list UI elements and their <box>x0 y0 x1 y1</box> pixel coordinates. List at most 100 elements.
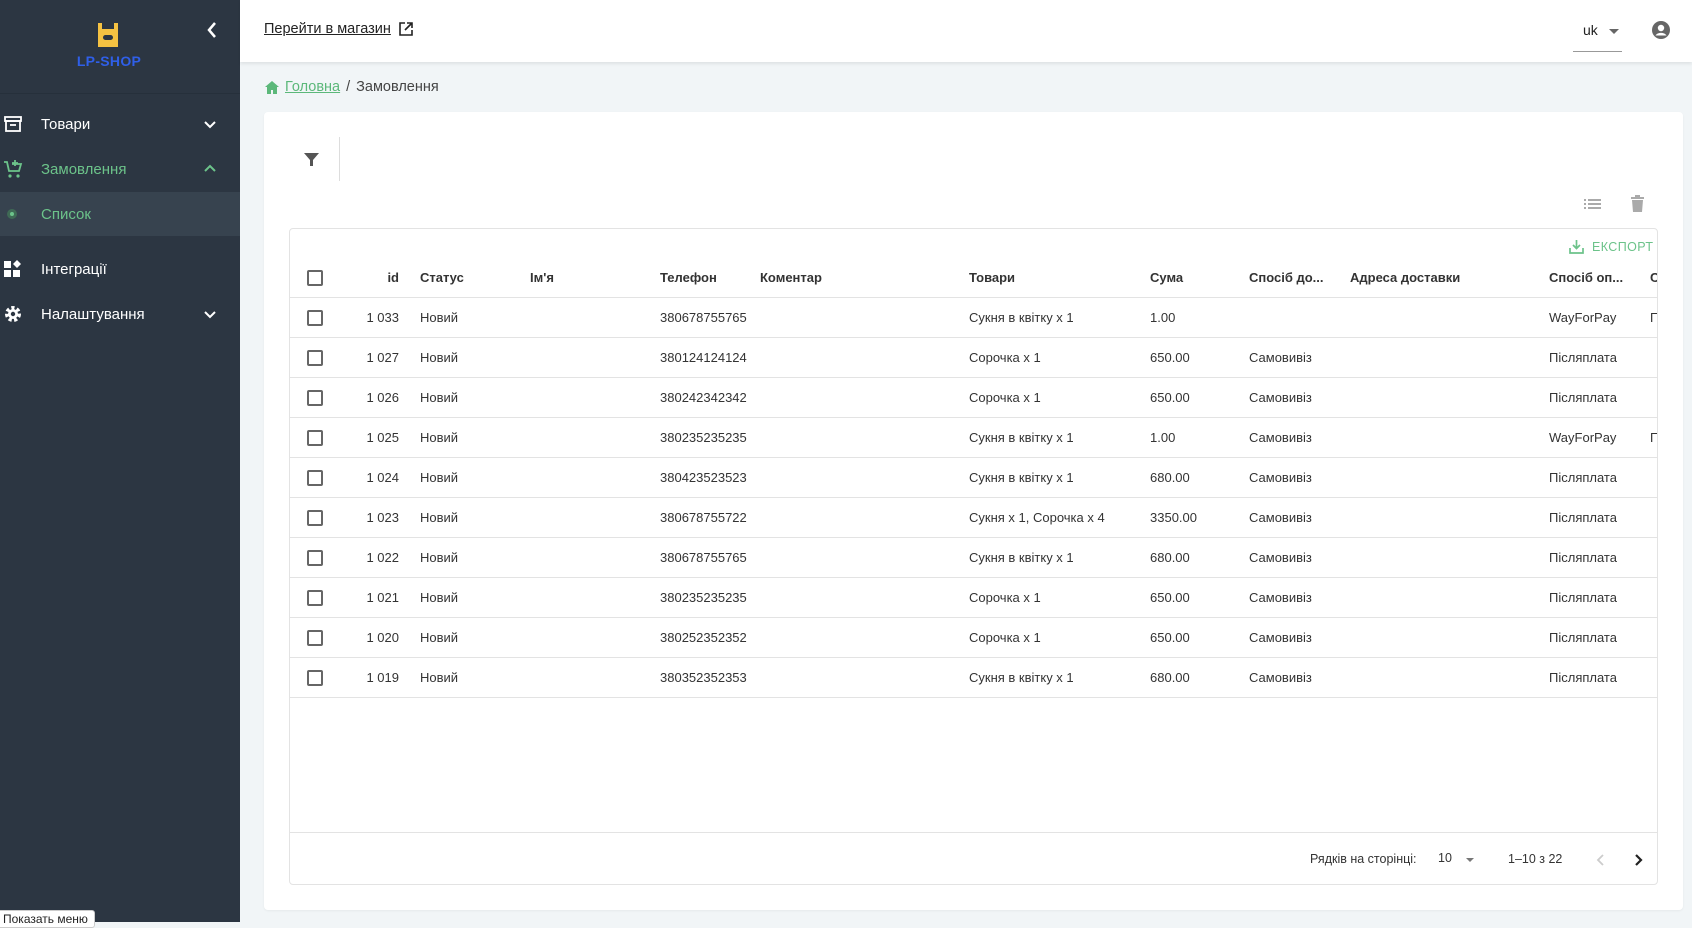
collapse-sidebar-chevron-icon[interactable] <box>204 20 220 40</box>
cell-status: Новий <box>420 590 459 605</box>
row-checkbox[interactable] <box>307 430 323 446</box>
top-bar: Перейти в магазин uk <box>240 0 1692 62</box>
cell-products: Сорочка x 1 <box>969 590 1041 605</box>
language-value: uk <box>1583 22 1598 38</box>
cell-payment-method: WayForPay <box>1549 310 1617 325</box>
cell-delivery-method: Самовивіз <box>1249 510 1312 525</box>
column-header-phone[interactable]: Телефон <box>660 270 717 285</box>
cell-delivery-method: Самовивіз <box>1249 470 1312 485</box>
cell-sum: 1.00 <box>1150 310 1176 325</box>
breadcrumb-home-link[interactable]: Головна <box>285 79 341 95</box>
chevron-down-icon <box>204 311 216 319</box>
cell-products: Сукня в квітку x 1 <box>969 670 1074 685</box>
cell-id: 1 021 <box>366 590 399 605</box>
cell-status: Новий <box>420 550 459 565</box>
column-header-sum[interactable]: Сума <box>1150 270 1184 285</box>
cell-id: 1 033 <box>366 310 399 325</box>
archive-icon <box>4 116 22 132</box>
table-row[interactable]: 1 022 Новий 380678755765 Сукня в квітку x 1… <box>290 538 1657 578</box>
table-row[interactable]: 1 033 Новий 380678755765 Сукня в квітку x 1… <box>290 298 1657 338</box>
cell-id: 1 022 <box>366 550 399 565</box>
column-header-delivery-address[interactable]: Адреса доставки <box>1350 270 1461 285</box>
delete-icon[interactable] <box>1631 195 1644 212</box>
columns-list-icon[interactable] <box>1584 198 1601 210</box>
cell-id: 1 025 <box>366 430 399 445</box>
widgets-icon <box>4 260 21 277</box>
row-checkbox[interactable] <box>307 670 323 686</box>
dropdown-arrow-icon <box>1466 858 1474 862</box>
cell-products: Сукня в квітку x 1 <box>969 430 1074 445</box>
row-checkbox[interactable] <box>307 350 323 366</box>
table-row[interactable]: 1 023 Новий 380678755722 Сукня x 1, Сорочка… <box>290 498 1657 538</box>
cell-status: Новий <box>420 430 459 445</box>
breadcrumb-separator: / <box>346 79 351 95</box>
row-checkbox[interactable] <box>307 310 323 326</box>
sidebar-item-products[interactable]: Товари <box>0 102 240 146</box>
table-row[interactable]: 1 027 Новий 380124124124 Сорочка x 1 650.00 С… <box>290 338 1657 378</box>
cell-delivery-method: Самовивіз <box>1249 670 1312 685</box>
cell-payment-method: Післяплата <box>1549 390 1617 405</box>
cell-phone: 380242342342 <box>660 390 747 405</box>
filter-icon[interactable] <box>304 152 319 167</box>
previous-page-icon[interactable] <box>1596 853 1606 867</box>
cell-delivery-method: Самовивіз <box>1249 630 1312 645</box>
cell-sum: 650.00 <box>1150 590 1190 605</box>
row-checkbox[interactable] <box>307 470 323 486</box>
dot-icon <box>7 209 17 219</box>
column-header-payment-method[interactable]: Спосіб оп... <box>1549 270 1624 285</box>
account-icon[interactable] <box>1651 20 1671 40</box>
export-button[interactable]: ЕКСПОРТ <box>1569 239 1653 254</box>
breadcrumb-current: Замовлення <box>356 79 439 95</box>
next-page-icon[interactable] <box>1633 853 1643 867</box>
column-header-products[interactable]: Товари <box>969 270 1016 285</box>
column-header-comment[interactable]: Коментар <box>760 270 822 285</box>
row-checkbox[interactable] <box>307 590 323 606</box>
sidebar-item-integrations[interactable]: Інтеграції <box>0 247 240 291</box>
cell-phone: 380252352352 <box>660 630 747 645</box>
cell-phone: 380235235235 <box>660 430 747 445</box>
cell-products: Сукня в квітку x 1 <box>969 310 1074 325</box>
sidebar-item-orders-list[interactable]: Список <box>0 192 240 236</box>
table-row[interactable]: 1 026 Новий 380242342342 Сорочка x 1 650.00 С… <box>290 378 1657 418</box>
chevron-down-icon <box>204 121 216 129</box>
table-header-row: id Статус Ім'я Телефон Коментар Товари Сума Спо… <box>290 258 1657 298</box>
cell-products: Сукня x 1, Сорочка x 4 <box>969 510 1105 525</box>
row-checkbox[interactable] <box>307 630 323 646</box>
table-row[interactable]: 1 024 Новий 380423523523 Сукня в квітку x 1… <box>290 458 1657 498</box>
go-to-shop-label: Перейти в магазин <box>264 21 391 37</box>
go-to-shop-link[interactable]: Перейти в магазин <box>264 21 413 37</box>
cell-products: Сорочка x 1 <box>969 390 1041 405</box>
cell-status: Новий <box>420 470 459 485</box>
cell-payment-method: Післяплата <box>1549 510 1617 525</box>
table-row[interactable]: 1 019 Новий 380352352353 Сукня в квітку x 1… <box>290 658 1657 698</box>
cell-payment-method: WayForPay <box>1549 430 1617 445</box>
cell-phone: 380235235235 <box>660 590 747 605</box>
rows-per-page-select[interactable]: 10 <box>1436 845 1476 873</box>
cell-sum: 650.00 <box>1150 350 1190 365</box>
cart-icon <box>4 160 23 178</box>
cell-sum: 680.00 <box>1150 670 1190 685</box>
column-header-status[interactable]: Статус <box>420 270 464 285</box>
cell-phone: 380124124124 <box>660 350 747 365</box>
sidebar-item-orders[interactable]: Замовлення <box>0 147 240 191</box>
row-checkbox[interactable] <box>307 510 323 526</box>
table-row[interactable]: 1 020 Новий 380252352352 Сорочка x 1 650.00 С… <box>290 618 1657 658</box>
language-select[interactable]: uk <box>1573 14 1622 52</box>
table-row[interactable]: 1 025 Новий 380235235235 Сукня в квітку x 1… <box>290 418 1657 458</box>
cell-status: Новий <box>420 310 459 325</box>
column-header-id[interactable]: id <box>387 270 399 285</box>
select-all-checkbox[interactable] <box>307 270 323 286</box>
column-header-extra[interactable]: С <box>1650 270 1657 285</box>
row-checkbox[interactable] <box>307 550 323 566</box>
cell-phone: 380678755765 <box>660 310 747 325</box>
column-header-delivery-method[interactable]: Спосіб до... <box>1249 270 1324 285</box>
column-header-name[interactable]: Ім'я <box>530 270 554 285</box>
rows-per-page-label: Рядків на сторінці: <box>1310 852 1417 866</box>
cell-phone: 380678755765 <box>660 550 747 565</box>
sidebar-item-settings[interactable]: Налаштування <box>0 292 240 336</box>
row-checkbox[interactable] <box>307 390 323 406</box>
table-row[interactable]: 1 021 Новий 380235235235 Сорочка x 1 650.00 С… <box>290 578 1657 618</box>
cell-delivery-method: Самовивіз <box>1249 390 1312 405</box>
sidebar-item-label: Налаштування <box>41 305 145 323</box>
cell-sum: 650.00 <box>1150 390 1190 405</box>
